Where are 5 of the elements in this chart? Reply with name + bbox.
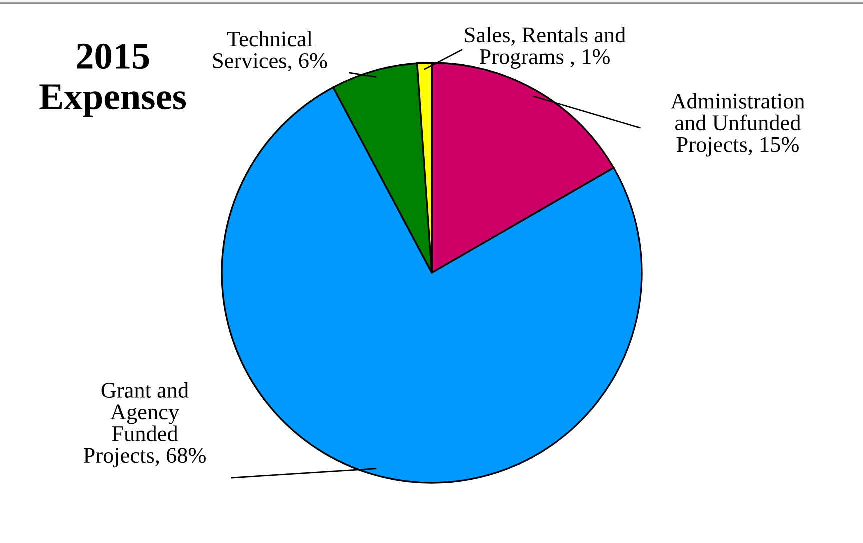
text: 2015 Expenses [40,44,186,118]
slice-label: Sales, Rentals and Programs , 1% [465,27,626,69]
slice-label: Grant and Agency Funded Projects, 68% [84,382,206,468]
legend-label: Administration and Unfunded Projects, 15% [670,93,805,157]
slice-label: Technical Services, 6% [213,31,328,72]
